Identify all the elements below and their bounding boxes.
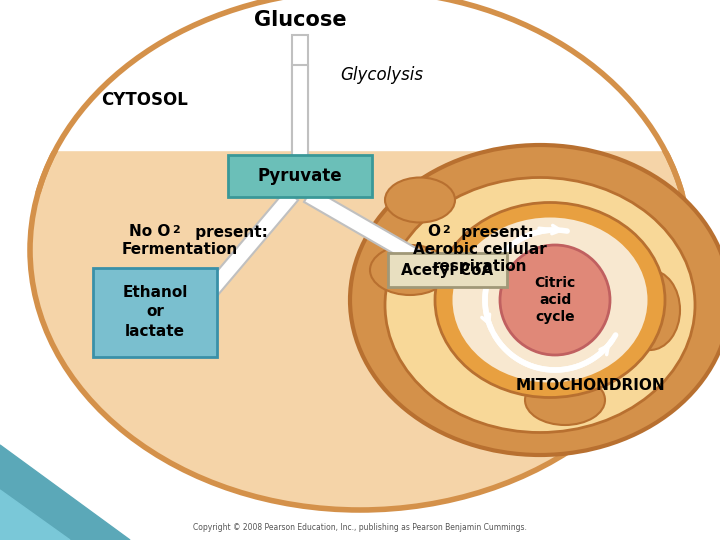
Ellipse shape bbox=[452, 218, 647, 382]
Text: respiration: respiration bbox=[433, 260, 527, 274]
Ellipse shape bbox=[500, 245, 610, 355]
Ellipse shape bbox=[370, 245, 450, 295]
Text: Fermentation: Fermentation bbox=[122, 242, 238, 258]
Ellipse shape bbox=[30, 0, 690, 510]
Text: Pyruvate: Pyruvate bbox=[258, 167, 342, 185]
Ellipse shape bbox=[620, 270, 680, 350]
Ellipse shape bbox=[525, 375, 605, 425]
Polygon shape bbox=[0, 445, 130, 540]
Text: Ethanol
or
lactate: Ethanol or lactate bbox=[122, 285, 188, 339]
Text: Copyright © 2008 Pearson Education, Inc., publishing as Pearson Benjamin Cumming: Copyright © 2008 Pearson Education, Inc.… bbox=[193, 523, 527, 532]
Ellipse shape bbox=[435, 202, 665, 397]
Text: No O: No O bbox=[129, 225, 170, 240]
FancyBboxPatch shape bbox=[388, 253, 507, 287]
FancyArrow shape bbox=[182, 190, 298, 325]
Text: MITOCHONDRION: MITOCHONDRION bbox=[516, 377, 665, 393]
Text: CYTOSOL: CYTOSOL bbox=[102, 91, 189, 109]
Text: Aerobic cellular: Aerobic cellular bbox=[413, 242, 547, 258]
Text: Citric
acid
cycle: Citric acid cycle bbox=[534, 276, 575, 325]
Text: Glycolysis: Glycolysis bbox=[340, 66, 423, 84]
Text: Acetyl CoA: Acetyl CoA bbox=[401, 262, 493, 278]
FancyArrow shape bbox=[287, 65, 313, 190]
FancyArrow shape bbox=[304, 188, 438, 272]
Text: 2: 2 bbox=[442, 225, 450, 235]
Text: O: O bbox=[427, 225, 440, 240]
Ellipse shape bbox=[350, 145, 720, 455]
Ellipse shape bbox=[385, 178, 695, 433]
Ellipse shape bbox=[385, 178, 455, 222]
Text: 2: 2 bbox=[172, 225, 180, 235]
Text: present:: present: bbox=[190, 225, 268, 240]
FancyBboxPatch shape bbox=[228, 155, 372, 197]
FancyArrow shape bbox=[287, 35, 313, 180]
Text: present:: present: bbox=[456, 225, 534, 240]
Polygon shape bbox=[0, 490, 70, 540]
FancyBboxPatch shape bbox=[93, 268, 217, 357]
Polygon shape bbox=[0, 0, 720, 150]
Text: Glucose: Glucose bbox=[253, 10, 346, 30]
